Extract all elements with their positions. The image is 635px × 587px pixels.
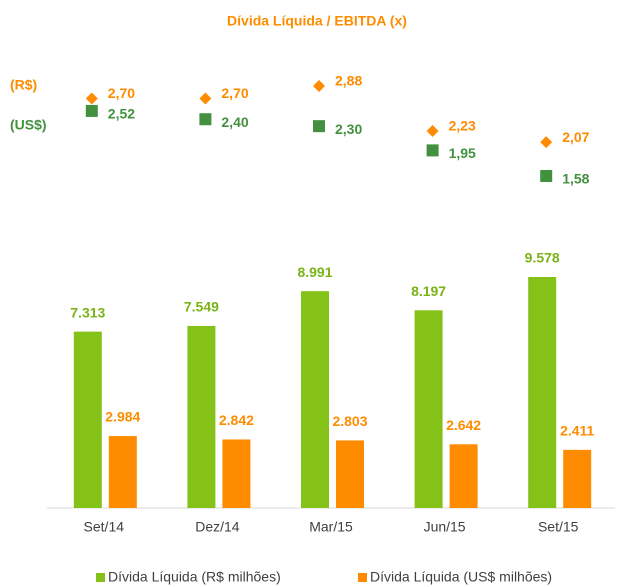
diamond-marker [85, 92, 98, 105]
value-label: 1,95 [449, 145, 476, 161]
bar [108, 436, 137, 508]
legend-swatch [358, 573, 367, 582]
value-label: 9.578 [525, 250, 560, 266]
diamond-marker [199, 92, 212, 105]
bar [528, 277, 557, 508]
bar [414, 310, 443, 508]
bar [73, 331, 102, 508]
value-label: 2,23 [449, 118, 476, 134]
legend-swatch [96, 573, 105, 582]
bar [563, 449, 592, 508]
bar [449, 444, 478, 508]
value-label: 2.984 [105, 409, 140, 425]
value-label: 8.991 [297, 264, 332, 280]
value-label: 2,40 [221, 114, 248, 130]
value-label: 2,70 [221, 85, 248, 101]
square-marker [199, 113, 212, 126]
bar [301, 291, 329, 508]
x-tick-label: Jun/15 [424, 519, 466, 535]
x-tick-label: Mar/15 [309, 519, 353, 535]
value-label: 2,70 [108, 85, 135, 101]
value-label: 2.411 [560, 423, 594, 439]
value-label: 2,30 [335, 121, 362, 137]
x-tick-label: Set/14 [84, 519, 125, 535]
square-marker [426, 144, 439, 157]
legend-label: Dívida Líquida (US$ milhões) [370, 569, 552, 585]
value-label: 2.842 [219, 412, 254, 428]
series-label: (R$) [10, 77, 37, 93]
diamond-marker [540, 136, 553, 149]
value-label: 2,07 [562, 129, 589, 145]
square-marker [85, 104, 98, 117]
bar [222, 439, 251, 508]
value-label: 2.803 [332, 413, 367, 429]
value-label: 2,88 [335, 73, 362, 89]
value-label: 7.549 [184, 299, 219, 315]
value-label: 1,58 [562, 171, 589, 187]
square-marker [313, 120, 325, 133]
x-tick-label: Dez/14 [195, 519, 240, 535]
chart-title: Dívida Líquida / EBITDA (x) [227, 13, 407, 29]
bar [336, 440, 364, 508]
bar [187, 325, 216, 508]
square-marker [540, 170, 553, 182]
value-label: 8.197 [411, 283, 446, 299]
x-tick-label: Set/15 [538, 519, 579, 535]
value-label: 2,52 [108, 106, 135, 122]
value-label: 2.642 [446, 417, 481, 433]
value-label: 7.313 [70, 304, 105, 320]
diamond-marker [426, 125, 439, 137]
legend-label: Dívida Líquida (R$ milhões) [108, 569, 281, 585]
series-label: (US$) [10, 117, 47, 133]
diamond-marker [313, 80, 325, 92]
